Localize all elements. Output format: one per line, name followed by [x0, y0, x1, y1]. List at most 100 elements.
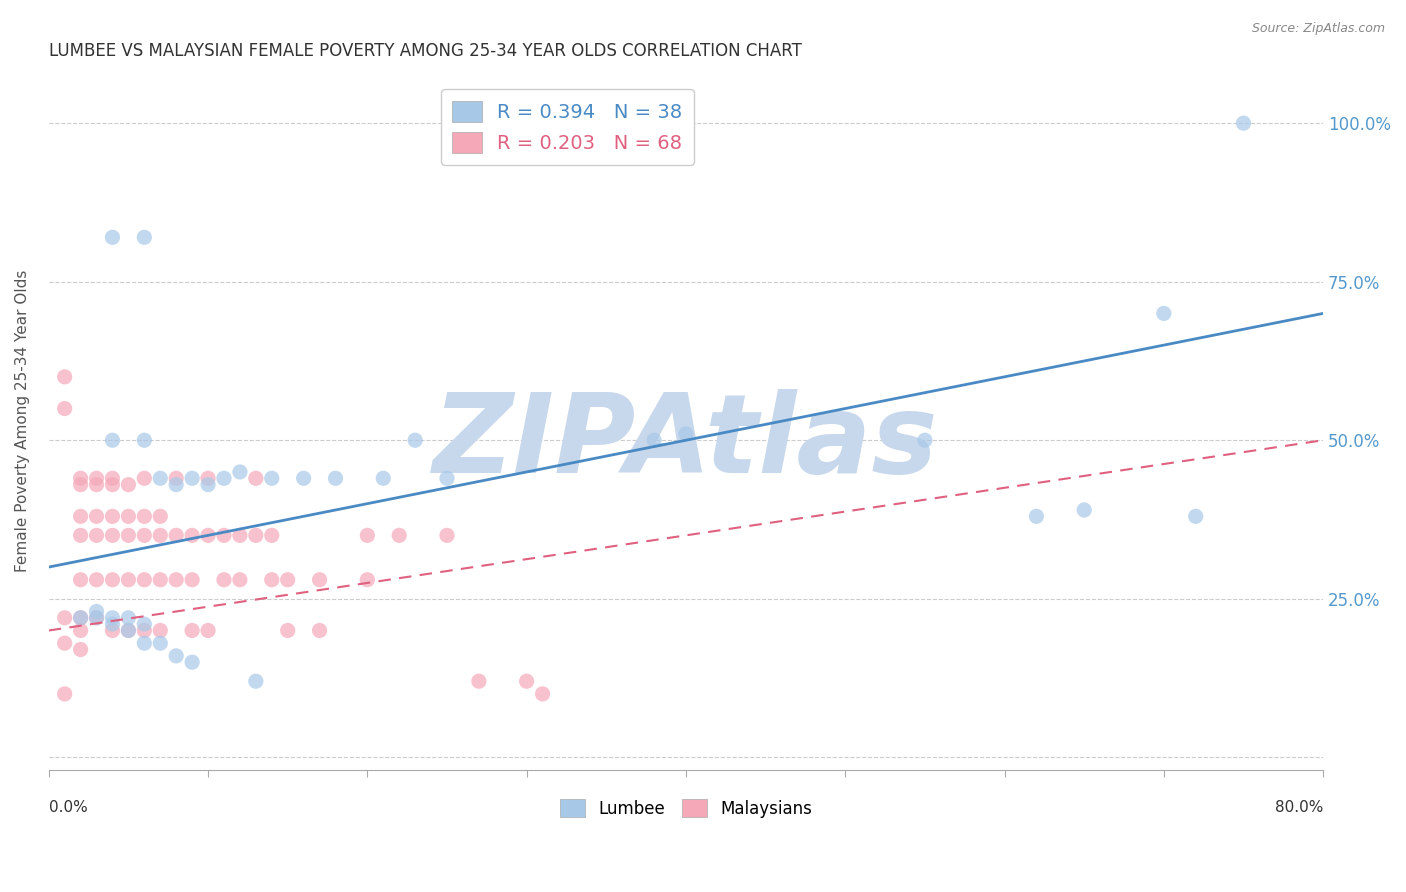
Point: [101, 471, 124, 485]
Point: [1184, 509, 1206, 524]
Point: [134, 617, 156, 632]
Point: [101, 617, 124, 632]
Point: [165, 471, 187, 485]
Point: [134, 434, 156, 448]
Point: [117, 528, 139, 542]
Point: [277, 624, 299, 638]
Point: [69, 611, 91, 625]
Point: [260, 573, 283, 587]
Point: [53, 401, 76, 416]
Legend: Lumbee, Malaysians: Lumbee, Malaysians: [554, 792, 818, 824]
Point: [308, 624, 330, 638]
Point: [101, 624, 124, 638]
Point: [181, 471, 204, 485]
Point: [436, 471, 458, 485]
Point: [69, 477, 91, 491]
Point: [1025, 509, 1047, 524]
Text: LUMBEE VS MALAYSIAN FEMALE POVERTY AMONG 25-34 YEAR OLDS CORRELATION CHART: LUMBEE VS MALAYSIAN FEMALE POVERTY AMONG…: [49, 42, 801, 60]
Point: [86, 604, 108, 618]
Point: [1073, 503, 1095, 517]
Point: [69, 509, 91, 524]
Point: [101, 509, 124, 524]
Point: [117, 611, 139, 625]
Point: [101, 230, 124, 244]
Point: [69, 528, 91, 542]
Point: [197, 471, 219, 485]
Point: [373, 471, 395, 485]
Point: [53, 636, 76, 650]
Point: [134, 636, 156, 650]
Point: [165, 528, 187, 542]
Point: [643, 434, 665, 448]
Point: [149, 509, 172, 524]
Point: [516, 674, 538, 689]
Point: [325, 471, 347, 485]
Point: [181, 624, 204, 638]
Point: [117, 573, 139, 587]
Point: [229, 573, 252, 587]
Point: [245, 674, 267, 689]
Point: [134, 509, 156, 524]
Point: [484, 116, 506, 130]
Point: [53, 687, 76, 701]
Point: [69, 573, 91, 587]
Point: [356, 573, 378, 587]
Point: [212, 528, 235, 542]
Point: [292, 471, 315, 485]
Point: [117, 624, 139, 638]
Point: [69, 471, 91, 485]
Point: [53, 611, 76, 625]
Point: [165, 573, 187, 587]
Point: [404, 434, 426, 448]
Point: [86, 611, 108, 625]
Text: Source: ZipAtlas.com: Source: ZipAtlas.com: [1251, 22, 1385, 36]
Point: [212, 471, 235, 485]
Point: [245, 528, 267, 542]
Point: [149, 636, 172, 650]
Point: [436, 528, 458, 542]
Point: [53, 369, 76, 384]
Point: [181, 655, 204, 669]
Point: [134, 528, 156, 542]
Point: [86, 611, 108, 625]
Point: [229, 465, 252, 479]
Point: [86, 528, 108, 542]
Point: [356, 528, 378, 542]
Point: [101, 528, 124, 542]
Point: [117, 624, 139, 638]
Point: [86, 471, 108, 485]
Point: [1232, 116, 1254, 130]
Point: [388, 528, 411, 542]
Point: [101, 573, 124, 587]
Point: [134, 624, 156, 638]
Point: [197, 528, 219, 542]
Point: [101, 611, 124, 625]
Point: [117, 477, 139, 491]
Point: [229, 528, 252, 542]
Point: [181, 528, 204, 542]
Point: [260, 471, 283, 485]
Point: [69, 624, 91, 638]
Point: [468, 674, 491, 689]
Text: 0.0%: 0.0%: [49, 800, 87, 815]
Point: [101, 477, 124, 491]
Point: [212, 573, 235, 587]
Point: [69, 611, 91, 625]
Point: [86, 477, 108, 491]
Point: [181, 573, 204, 587]
Point: [149, 528, 172, 542]
Point: [134, 573, 156, 587]
Text: ZIPAtlas: ZIPAtlas: [433, 389, 939, 496]
Point: [86, 573, 108, 587]
Point: [245, 471, 267, 485]
Text: 80.0%: 80.0%: [1275, 800, 1323, 815]
Point: [914, 434, 936, 448]
Y-axis label: Female Poverty Among 25-34 Year Olds: Female Poverty Among 25-34 Year Olds: [15, 270, 30, 573]
Point: [69, 642, 91, 657]
Point: [101, 434, 124, 448]
Point: [197, 624, 219, 638]
Point: [260, 528, 283, 542]
Point: [165, 648, 187, 663]
Point: [134, 230, 156, 244]
Point: [149, 573, 172, 587]
